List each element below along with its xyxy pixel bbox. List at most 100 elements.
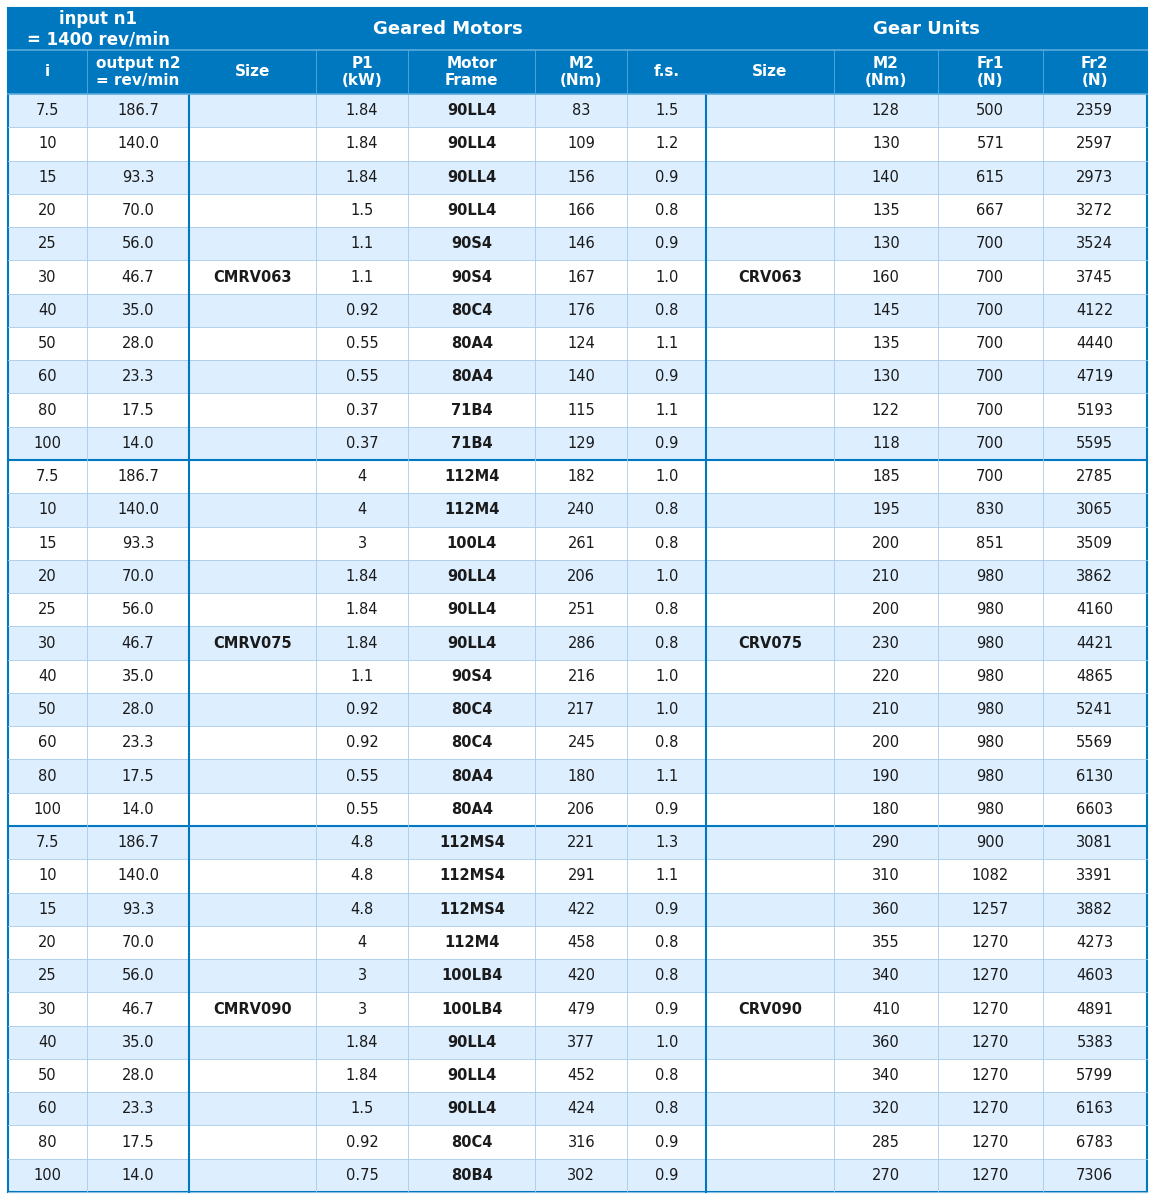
Text: 176: 176: [567, 302, 595, 318]
Bar: [706, 94, 834, 127]
Text: 23.3: 23.3: [121, 1102, 154, 1116]
Bar: [408, 926, 536, 959]
Bar: [408, 560, 536, 593]
Bar: [1043, 460, 1147, 493]
Bar: [834, 1026, 938, 1058]
Text: 0.9: 0.9: [655, 901, 678, 917]
Text: 80A4: 80A4: [450, 370, 493, 384]
Bar: [706, 127, 834, 161]
Bar: [408, 1159, 536, 1192]
Text: 290: 290: [872, 835, 900, 850]
Text: 100LB4: 100LB4: [441, 968, 502, 983]
Text: 80A4: 80A4: [450, 802, 493, 817]
Bar: [938, 1026, 1043, 1058]
Bar: [316, 260, 408, 294]
Bar: [189, 161, 316, 194]
Text: 240: 240: [567, 503, 595, 517]
Text: 0.8: 0.8: [655, 1102, 678, 1116]
Text: 1.84: 1.84: [346, 636, 379, 650]
Text: 3391: 3391: [1076, 869, 1113, 883]
Bar: [536, 926, 627, 959]
Text: 1270: 1270: [971, 1168, 1009, 1183]
Bar: [938, 294, 1043, 326]
Text: 40: 40: [38, 668, 57, 684]
Bar: [938, 626, 1043, 660]
Text: 1270: 1270: [971, 1034, 1009, 1050]
Text: 35.0: 35.0: [121, 1034, 155, 1050]
Text: 90LL4: 90LL4: [447, 1102, 497, 1116]
Bar: [938, 1159, 1043, 1192]
Bar: [536, 1126, 627, 1159]
Text: 251: 251: [567, 602, 595, 617]
Bar: [938, 1092, 1043, 1126]
Bar: [8, 660, 87, 692]
Text: 210: 210: [872, 702, 900, 718]
Bar: [87, 660, 189, 692]
Bar: [408, 859, 536, 893]
Text: 93.3: 93.3: [121, 169, 154, 185]
Bar: [834, 260, 938, 294]
Bar: [408, 959, 536, 992]
Text: 4160: 4160: [1076, 602, 1113, 617]
Text: 166: 166: [567, 203, 595, 218]
Bar: [8, 260, 87, 294]
Text: 0.8: 0.8: [655, 636, 678, 650]
Text: 5799: 5799: [1076, 1068, 1113, 1084]
Text: 70.0: 70.0: [121, 935, 155, 950]
Bar: [706, 360, 834, 394]
Bar: [189, 194, 316, 227]
Bar: [8, 527, 87, 560]
Bar: [834, 161, 938, 194]
Bar: [938, 427, 1043, 460]
Bar: [706, 826, 834, 859]
Bar: [87, 692, 189, 726]
Text: 3745: 3745: [1076, 270, 1113, 284]
Bar: [408, 760, 536, 793]
Text: 0.55: 0.55: [345, 768, 379, 784]
Bar: [627, 326, 706, 360]
Bar: [938, 460, 1043, 493]
Bar: [706, 1058, 834, 1092]
Bar: [627, 260, 706, 294]
Text: 4122: 4122: [1076, 302, 1113, 318]
Bar: [627, 527, 706, 560]
Text: 140.0: 140.0: [117, 503, 159, 517]
Bar: [627, 826, 706, 859]
Bar: [8, 460, 87, 493]
Text: 7.5: 7.5: [36, 835, 59, 850]
Bar: [938, 360, 1043, 394]
Bar: [408, 793, 536, 826]
Bar: [87, 194, 189, 227]
Text: 1270: 1270: [971, 968, 1009, 983]
Bar: [8, 959, 87, 992]
Bar: [536, 394, 627, 427]
Bar: [87, 394, 189, 427]
Bar: [627, 227, 706, 260]
Text: 90LL4: 90LL4: [447, 636, 497, 650]
Bar: [706, 626, 834, 660]
Bar: [938, 161, 1043, 194]
Text: 195: 195: [872, 503, 900, 517]
Text: 90LL4: 90LL4: [447, 169, 497, 185]
Text: 5569: 5569: [1076, 736, 1113, 750]
Text: 230: 230: [872, 636, 900, 650]
Bar: [938, 560, 1043, 593]
Text: 851: 851: [976, 535, 1004, 551]
Bar: [316, 194, 408, 227]
Bar: [1043, 326, 1147, 360]
Text: f.s.: f.s.: [654, 65, 679, 79]
Bar: [1043, 94, 1147, 127]
Bar: [316, 660, 408, 692]
Text: 112MS4: 112MS4: [439, 901, 505, 917]
Text: 28.0: 28.0: [121, 1068, 155, 1084]
Bar: [536, 493, 627, 527]
Text: CRV090: CRV090: [738, 1002, 802, 1016]
Bar: [938, 94, 1043, 127]
Text: CRV075: CRV075: [738, 636, 802, 650]
Text: 0.9: 0.9: [655, 802, 678, 817]
Bar: [938, 260, 1043, 294]
Bar: [8, 127, 87, 161]
Text: 980: 980: [976, 569, 1004, 584]
Text: 0.9: 0.9: [655, 1002, 678, 1016]
Bar: [189, 593, 316, 626]
